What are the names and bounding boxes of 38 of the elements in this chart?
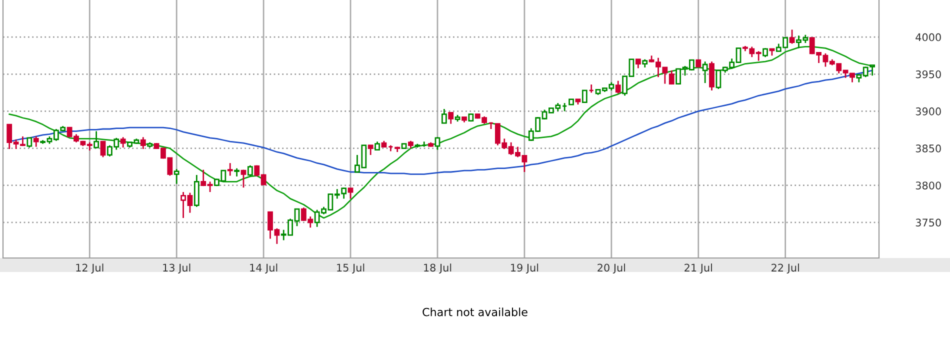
- candlestick: [448, 112, 454, 125]
- candlestick: [348, 188, 354, 200]
- candlestick: [789, 28, 795, 44]
- candlestick: [94, 130, 100, 149]
- candlestick: [26, 137, 32, 148]
- y-tick-label: 3750: [916, 218, 941, 227]
- x-tick-label: 20 Jul: [598, 264, 626, 274]
- candlestick: [120, 136, 126, 148]
- candlestick: [709, 60, 714, 92]
- candlestick: [100, 140, 106, 158]
- candlestick: [174, 168, 180, 185]
- x-tick-label: 21 Jul: [684, 264, 712, 274]
- candlestick: [668, 70, 674, 86]
- x-tick-label: 19 Jul: [511, 264, 538, 274]
- x-tick-label: 15 Jul: [337, 264, 364, 274]
- candlestick: [247, 164, 253, 178]
- candlestick: [194, 174, 200, 208]
- candlestick: [615, 80, 621, 94]
- candlestick: [441, 108, 447, 124]
- candlestick: [33, 136, 39, 148]
- candlestick: [434, 136, 440, 150]
- x-tick-label: 18 Jul: [424, 264, 452, 274]
- y-tick-label: 3850: [916, 144, 941, 152]
- y-tick-label: 4000: [916, 33, 941, 42]
- candlestick: [702, 60, 708, 84]
- candlestick: [240, 169, 246, 188]
- candlestick: [582, 90, 588, 104]
- x-tick-label: 12 Jul: [76, 264, 104, 274]
- candlestick: [368, 144, 374, 156]
- candlestick: [227, 162, 233, 176]
- x-tick-label: 14 Jul: [250, 264, 278, 274]
- x-tick-label: 22 Jul: [772, 264, 799, 274]
- y-tick-label: 3800: [916, 182, 941, 190]
- candlestick: [140, 136, 146, 150]
- y-tick-label: 3900: [916, 107, 941, 116]
- y-tick-label: 3950: [916, 70, 941, 78]
- text: Chart not available: [422, 308, 528, 316]
- x-tick-label: 13 Jul: [163, 264, 190, 274]
